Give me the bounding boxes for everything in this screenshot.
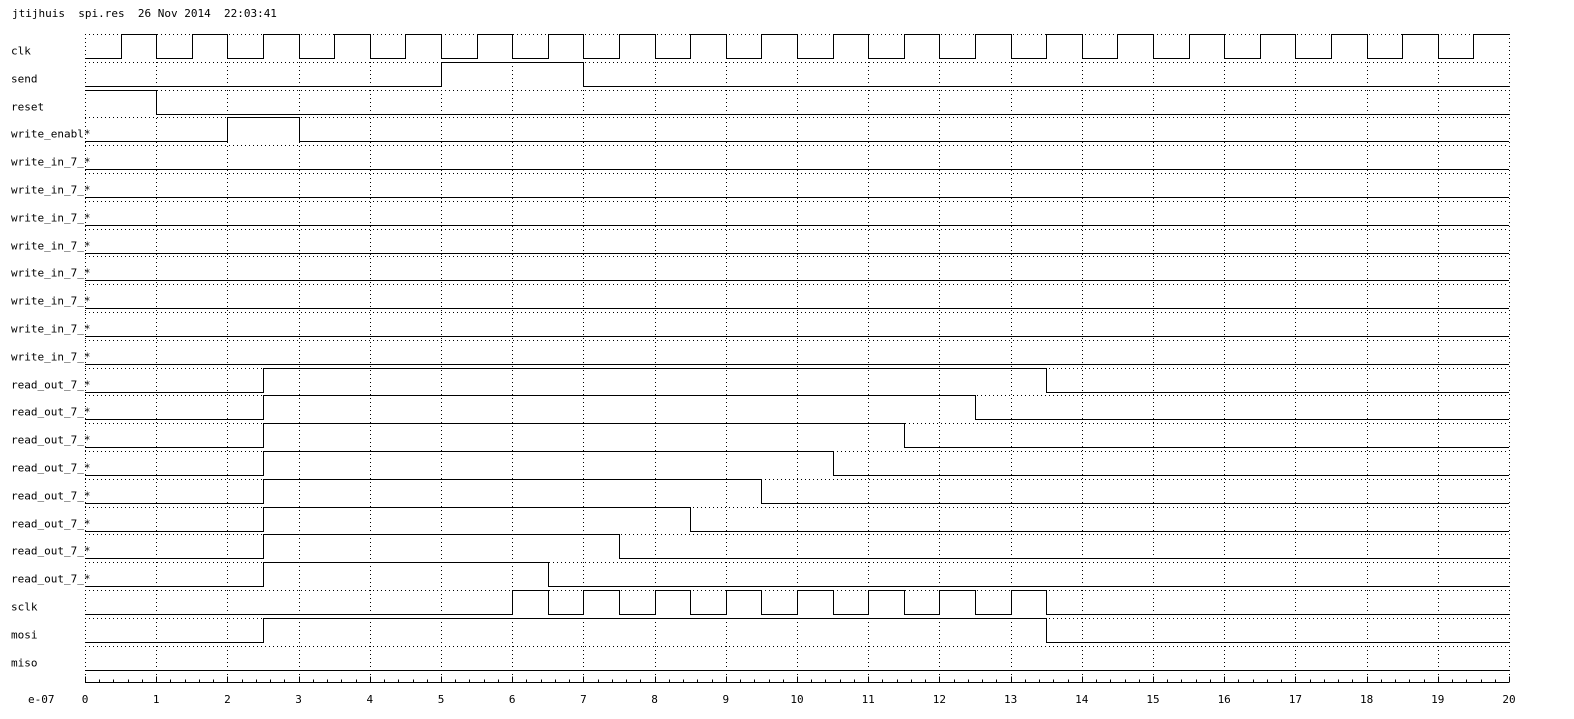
waveform-sclk — [85, 590, 1509, 615]
file-header: jtijhuis spi.res 26 Nov 2014 22:03:41 — [12, 7, 277, 20]
x-tick-label: 10 — [790, 693, 803, 706]
header-user: jtijhuis — [12, 7, 65, 20]
x-tick-label: 6 — [509, 693, 516, 706]
signal-label: read_out_7_* — [11, 573, 90, 586]
signal-label: write_in_7_* — [11, 351, 90, 364]
waveform-read-out-7 — [85, 562, 1509, 587]
x-tick-label: 0 — [82, 693, 89, 706]
x-tick-label: 2 — [224, 693, 231, 706]
waveform-read-out-7 — [85, 368, 1509, 393]
x-unit-label: e-07 — [28, 693, 55, 706]
signal-label: read_out_7_* — [11, 490, 90, 503]
x-tick-label: 19 — [1431, 693, 1444, 706]
header-date: 26 Nov 2014 — [137, 7, 211, 20]
waveform-mosi — [85, 618, 1509, 643]
x-tick-label: 16 — [1218, 693, 1231, 706]
x-tick-label: 9 — [722, 693, 729, 706]
waveform-read-out-7 — [85, 479, 1509, 504]
waveform-layer — [85, 34, 1509, 671]
header-file: spi.res — [78, 7, 125, 20]
signal-label: read_out_7_* — [11, 518, 90, 531]
x-tick-label: 18 — [1360, 693, 1373, 706]
signal-label: read_out_7_* — [11, 462, 90, 475]
signal-label: clk — [11, 45, 31, 58]
signal-label: write_in_7_* — [11, 240, 90, 253]
signal-label: write_in_7_* — [11, 267, 90, 280]
signal-label: write_in_7_* — [11, 295, 90, 308]
signal-label: read_out_7_* — [11, 379, 90, 392]
signal-label: read_out_7_* — [11, 545, 90, 558]
waveform-clk — [85, 34, 1509, 59]
time-axis: 0 1 2 3 4 5 6 7 8 9 10 11 12 13 14 15 16 17 18 19 20e-07 — [28, 676, 1516, 706]
signal-label: send — [11, 73, 38, 86]
x-tick-label: 3 — [295, 693, 302, 706]
x-tick-label: 17 — [1289, 693, 1302, 706]
x-tick-label: 4 — [366, 693, 373, 706]
signal-label: reset — [11, 101, 44, 114]
waveform-read-out-7 — [85, 451, 1509, 476]
x-tick-label: 15 — [1146, 693, 1159, 706]
x-tick-label: 14 — [1075, 693, 1089, 706]
header-time: 22:03:41 — [223, 7, 277, 20]
waveform-read-out-7 — [85, 507, 1509, 532]
waveform-reset — [85, 90, 1509, 115]
waveform-read-out-7 — [85, 395, 1509, 420]
x-tick-label: 1 — [153, 693, 160, 706]
signal-label: write_in_7_* — [11, 323, 90, 336]
waveform-send — [85, 62, 1509, 87]
x-tick-label: 11 — [862, 693, 875, 706]
waveform-read-out-7 — [85, 423, 1509, 448]
x-tick-label: 12 — [933, 693, 946, 706]
signal-label: read_out_7_* — [11, 434, 90, 447]
x-tick-label: 5 — [438, 693, 445, 706]
signal-label: write_in_7_* — [11, 156, 90, 169]
signal-label: read_out_7_* — [11, 406, 90, 419]
signal-label: sclk — [11, 601, 38, 614]
signal-label: write_in_7_* — [11, 184, 90, 197]
signal-label: mosi — [11, 629, 38, 642]
signal-label: write_enabl* — [11, 128, 90, 141]
x-tick-label: 13 — [1004, 693, 1017, 706]
signal-label: write_in_7_* — [11, 212, 90, 225]
signal-label-layer: clksendresetwrite_enabl*write_in_7_*writ… — [11, 45, 90, 670]
waveform-write-enabl — [85, 117, 1509, 142]
signal-label: miso — [11, 657, 38, 670]
x-tick-label: 20 — [1502, 693, 1515, 706]
waveform-read-out-7 — [85, 534, 1509, 559]
x-tick-label: 7 — [580, 693, 587, 706]
x-tick-label: 8 — [651, 693, 658, 706]
grid-layer — [85, 34, 1510, 676]
